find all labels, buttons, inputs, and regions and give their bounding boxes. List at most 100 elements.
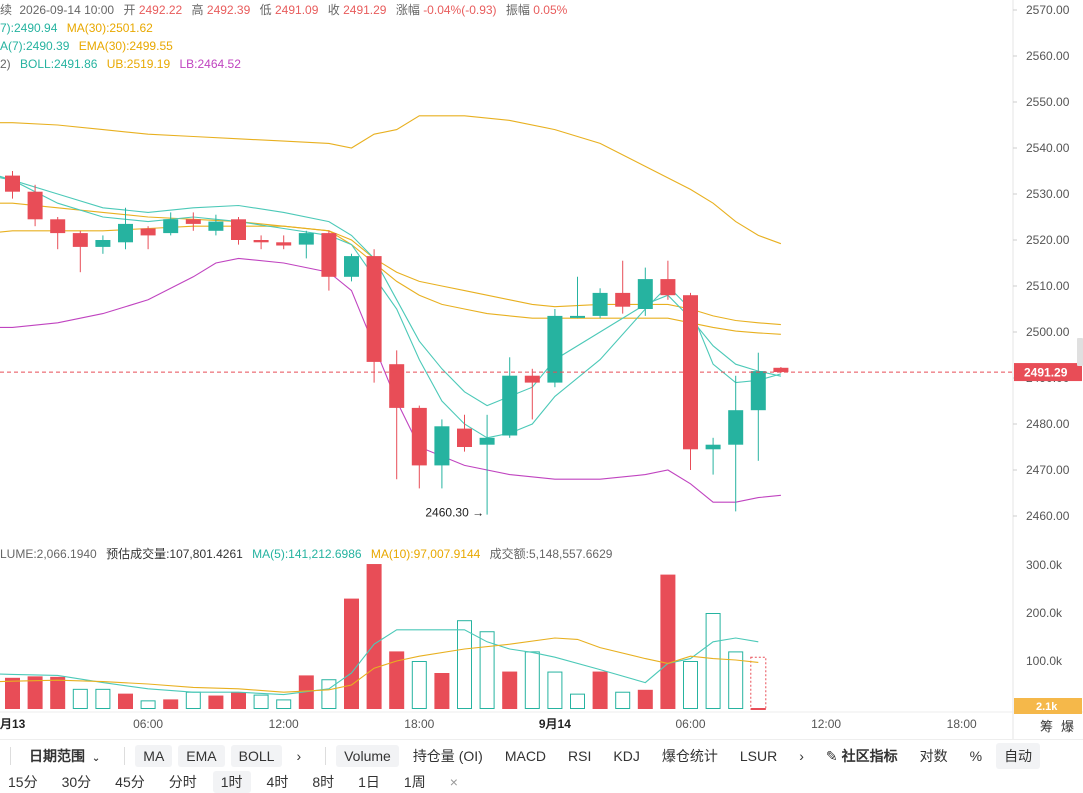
kdj-indicator-button[interactable]: KDJ bbox=[613, 748, 640, 764]
volume-ma5: MA(5):141,212.6986 bbox=[252, 547, 362, 561]
volume-bar bbox=[479, 631, 495, 709]
interval-1d[interactable]: 1日 bbox=[358, 773, 380, 790]
boll-info-line: 2) BOLL:2491.86 UB:2519.19 LB:2464.52 bbox=[0, 57, 241, 71]
time-axis-label: 月13 bbox=[0, 717, 26, 731]
time-axis-label: 9月14 bbox=[539, 717, 571, 731]
volume-tick-label: 200.0k bbox=[1026, 606, 1063, 620]
candle-body bbox=[547, 315, 563, 383]
candle-body bbox=[570, 315, 585, 318]
candle bbox=[547, 309, 563, 388]
boll-prefix: 2) bbox=[0, 57, 11, 71]
candle-body bbox=[118, 223, 133, 243]
toolbar-divider bbox=[325, 747, 327, 765]
volume-bar bbox=[389, 651, 405, 709]
community-indicator-button[interactable]: ✎ 社区指标 bbox=[818, 743, 906, 769]
interval-timeshare[interactable]: 分时 bbox=[168, 773, 197, 790]
volume-bar bbox=[27, 676, 43, 709]
time-axis-label: 12:00 bbox=[269, 717, 299, 731]
candle-body bbox=[276, 242, 292, 246]
ema30-line bbox=[0, 202, 781, 335]
price-tick-label: 2560.00 bbox=[1026, 49, 1070, 63]
edit-icon: ✎ bbox=[825, 748, 838, 764]
close-icon[interactable]: × bbox=[449, 773, 458, 790]
time-axis-label: 18:00 bbox=[404, 717, 434, 731]
volume-bar bbox=[344, 598, 359, 709]
volume-bar bbox=[95, 688, 111, 710]
liquidation-indicator-button[interactable]: 爆仓统计 bbox=[661, 748, 718, 764]
interval-1w[interactable]: 1周 bbox=[403, 773, 426, 790]
time-axis-label: 06:00 bbox=[675, 717, 705, 731]
current-price-tag bbox=[1014, 363, 1082, 382]
open-label: 开 bbox=[123, 3, 136, 17]
date-range-button[interactable]: 日期范围 ⌄ bbox=[21, 743, 108, 769]
low-value: 2491.09 bbox=[275, 3, 319, 17]
chevron-right-icon[interactable]: › bbox=[799, 748, 804, 764]
candlestick-chart[interactable]: 2460.002470.002480.002490.002500.002510.… bbox=[0, 0, 1083, 739]
candle-body bbox=[434, 426, 450, 466]
volume-bar bbox=[457, 620, 472, 710]
candle-body bbox=[253, 240, 269, 243]
indicator-toolbar: 日期范围 ⌄ MA EMA BOLL › Volume 持仓量 (OI) MAC… bbox=[0, 739, 1083, 772]
candle-body bbox=[660, 279, 676, 296]
candle-body bbox=[27, 191, 43, 220]
candle-body bbox=[615, 292, 631, 307]
interval-45m[interactable]: 45分 bbox=[115, 773, 145, 790]
price-tick-label: 2530.00 bbox=[1026, 187, 1070, 201]
macd-indicator-button[interactable]: MACD bbox=[504, 748, 547, 764]
candle-body bbox=[72, 233, 88, 247]
candle-body bbox=[389, 364, 405, 408]
candle bbox=[592, 288, 608, 319]
interval-4h[interactable]: 4时 bbox=[266, 773, 289, 790]
chevron-right-icon[interactable]: › bbox=[296, 748, 302, 764]
candle bbox=[750, 352, 766, 461]
change-label: 涨幅 bbox=[395, 3, 420, 17]
candle bbox=[253, 235, 269, 250]
interval-30m[interactable]: 30分 bbox=[61, 773, 92, 790]
candle-body bbox=[344, 256, 359, 277]
price-tick-label: 2520.00 bbox=[1026, 233, 1070, 247]
candle bbox=[705, 437, 721, 475]
candle bbox=[185, 212, 201, 231]
interval-8h[interactable]: 8时 bbox=[312, 773, 335, 790]
current-volume-label: 2.1k bbox=[1036, 701, 1058, 713]
candle-body bbox=[208, 221, 224, 231]
auto-scale-button[interactable]: 自动 bbox=[996, 743, 1041, 769]
candle-body bbox=[479, 437, 495, 445]
rsi-indicator-button[interactable]: RSI bbox=[568, 748, 592, 764]
volume-bar bbox=[728, 651, 744, 710]
candle-body bbox=[366, 256, 382, 362]
volume-bar bbox=[276, 699, 292, 710]
ma-overlay-button[interactable]: MA bbox=[135, 745, 173, 767]
open-value: 2492.22 bbox=[138, 3, 183, 17]
lsur-indicator-button[interactable]: LSUR bbox=[739, 748, 778, 764]
candle-body bbox=[5, 175, 20, 192]
volume-bar bbox=[547, 671, 563, 709]
volume-bar bbox=[163, 699, 179, 709]
candle bbox=[298, 230, 314, 259]
candle-body bbox=[637, 279, 653, 309]
candle bbox=[163, 212, 179, 236]
ema7-value: A(7):2490.39 bbox=[0, 39, 70, 53]
volume-indicator-button[interactable]: Volume bbox=[336, 745, 399, 767]
candle-body bbox=[705, 444, 721, 450]
candle bbox=[411, 405, 427, 489]
percent-scale-button[interactable]: % bbox=[969, 748, 983, 764]
oi-indicator-button[interactable]: 持仓量 (OI) bbox=[412, 748, 483, 764]
interval-15m[interactable]: 15分 bbox=[8, 773, 38, 790]
ma30-value: MA(30):2501.62 bbox=[66, 21, 153, 35]
interval-1h[interactable]: 1时 bbox=[212, 770, 251, 793]
ema-overlay-button[interactable]: EMA bbox=[178, 745, 225, 767]
log-scale-button[interactable]: 对数 bbox=[919, 748, 948, 764]
candle bbox=[434, 419, 450, 489]
candle-body bbox=[502, 375, 518, 436]
candle bbox=[231, 217, 246, 245]
boll-overlay-button[interactable]: BOLL bbox=[230, 745, 283, 767]
ema-info-line: A(7):2490.39 EMA(30):2499.55 bbox=[0, 39, 173, 53]
current-price-label: 2491.29 bbox=[1024, 366, 1068, 380]
volume-tick-label: 300.0k bbox=[1026, 558, 1063, 572]
price-tick-label: 2550.00 bbox=[1026, 95, 1070, 109]
volume-bar bbox=[434, 673, 450, 709]
candle bbox=[208, 214, 224, 236]
candle bbox=[502, 357, 518, 438]
toolbar-divider bbox=[124, 747, 126, 765]
